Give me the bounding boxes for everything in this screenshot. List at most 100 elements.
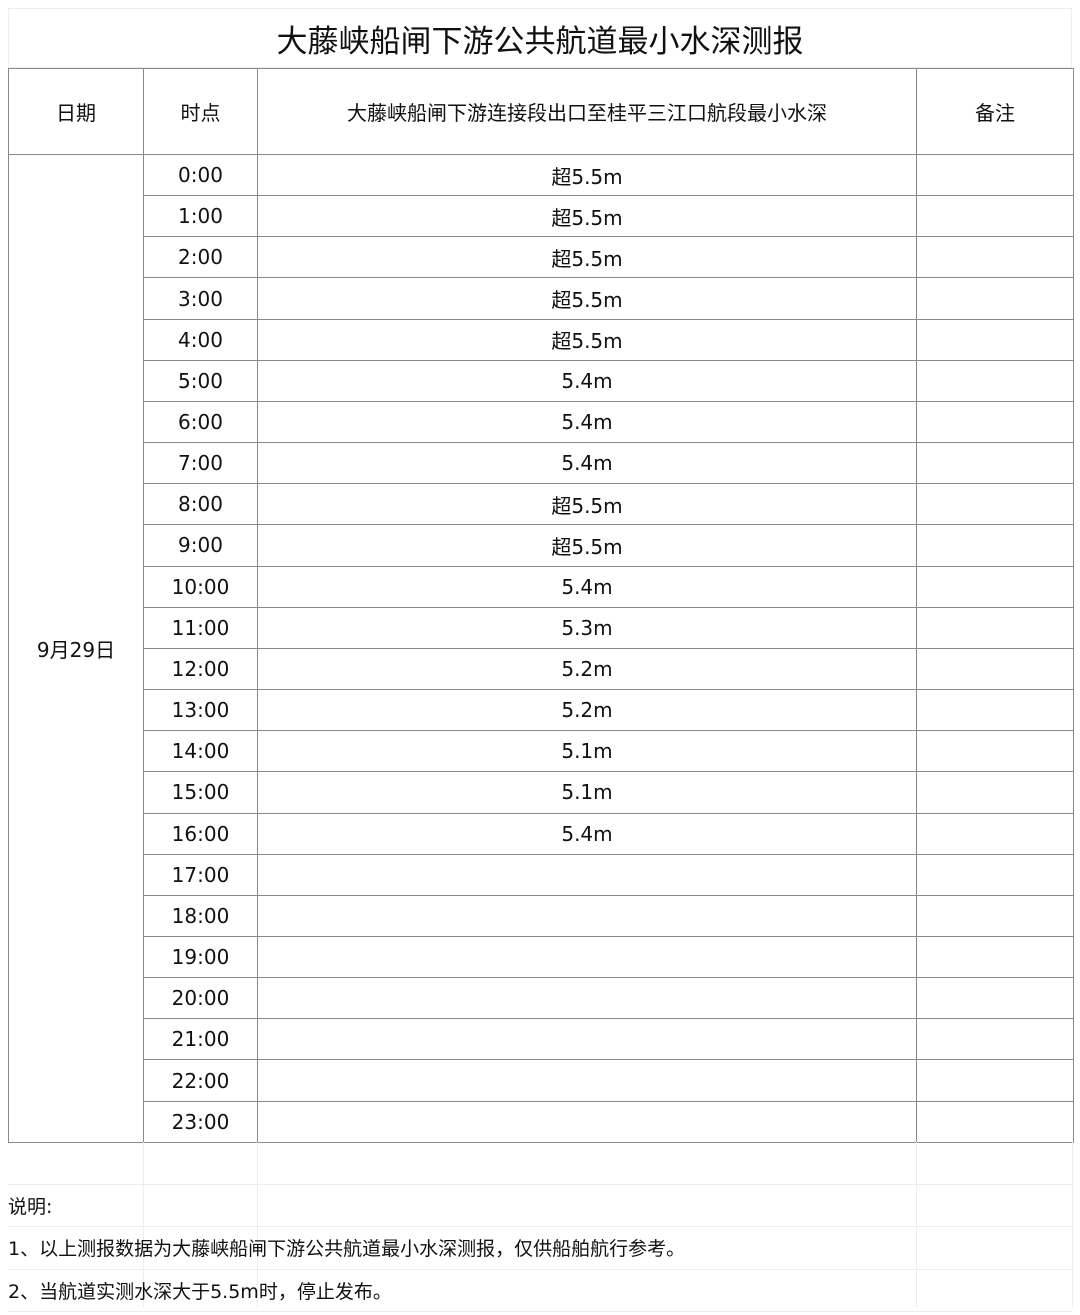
depth-table: 日期 时点 大藤峡船闸下游连接段出口至桂平三江口航段最小水深 备注 9月29日 0… [8, 68, 1074, 1143]
notes-heading: 说明: [8, 1185, 1072, 1227]
header-remark: 备注 [916, 68, 1074, 155]
depth-cell: 5.4m [257, 812, 917, 855]
time-cell: 7:00 [143, 442, 258, 485]
depth-cell [257, 1018, 917, 1061]
page-title: 大藤峡船闸下游公共航道最小水深测报 [8, 8, 1072, 68]
time-cell: 5:00 [143, 359, 258, 402]
depth-cell: 超5.5m [257, 277, 917, 320]
depth-cell: 超5.5m [257, 195, 917, 238]
time-cell: 1:00 [143, 195, 258, 238]
depth-cell [257, 894, 917, 937]
depth-cell: 超5.5m [257, 524, 917, 567]
notes: 说明: 1、以上测报数据为大藤峡船闸下游公共航道最小水深测报，仅供船舶航行参考。… [8, 1142, 1072, 1312]
remark-cell [916, 812, 1074, 855]
table-row: 11:00 5.3m [9, 606, 1074, 649]
table-row: 18:00 [9, 894, 1074, 937]
table-row: 6:00 5.4m [9, 400, 1074, 444]
depth-cell: 5.1m [257, 771, 917, 814]
remark-cell [916, 318, 1074, 361]
time-cell: 13:00 [143, 689, 258, 732]
depth-cell: 超5.5m [257, 153, 917, 197]
header-time: 时点 [143, 68, 258, 155]
time-cell: 20:00 [143, 977, 258, 1020]
time-cell: 11:00 [143, 606, 258, 649]
depth-cell [257, 1100, 917, 1143]
remark-cell [916, 277, 1074, 320]
table-row: 14:00 5.1m [9, 730, 1074, 773]
remark-cell [916, 689, 1074, 732]
depth-cell: 超5.5m [257, 318, 917, 361]
time-cell: 9:00 [143, 524, 258, 567]
table-row: 5:00 5.4m [9, 359, 1074, 402]
remark-cell [916, 442, 1074, 485]
time-cell: 21:00 [143, 1018, 258, 1061]
table-row: 1:00 超5.5m [9, 195, 1074, 238]
time-cell: 2:00 [143, 236, 258, 279]
depth-cell: 5.2m [257, 647, 917, 691]
time-cell: 3:00 [143, 277, 258, 320]
depth-cell: 超5.5m [257, 483, 917, 526]
remark-cell [916, 1018, 1074, 1061]
depth-cell [257, 977, 917, 1020]
table-row: 16:00 5.4m [9, 812, 1074, 855]
table-row: 15:00 5.1m [9, 771, 1074, 814]
time-cell: 0:00 [143, 153, 258, 197]
table-row: 4:00 超5.5m [9, 318, 1074, 361]
header-date: 日期 [8, 68, 144, 155]
remark-cell [916, 359, 1074, 402]
table-row: 8:00 超5.5m [9, 483, 1074, 526]
depth-cell: 5.4m [257, 359, 917, 402]
table-row: 17:00 [9, 853, 1074, 896]
remark-cell [916, 153, 1074, 197]
remark-cell [916, 771, 1074, 814]
remark-cell [916, 524, 1074, 567]
remark-cell [916, 195, 1074, 238]
grid-line [143, 1142, 144, 1308]
note-item: 1、以上测报数据为大藤峡船闸下游公共航道最小水深测报，仅供船舶航行参考。 [8, 1227, 1072, 1270]
table-row: 7:00 5.4m [9, 442, 1074, 485]
table-row: 21:00 [9, 1018, 1074, 1061]
time-cell: 15:00 [143, 771, 258, 814]
grid-line [257, 1142, 258, 1308]
empty-row [8, 1142, 1072, 1185]
depth-cell: 5.4m [257, 565, 917, 608]
depth-cell [257, 853, 917, 896]
depth-cell: 5.2m [257, 689, 917, 732]
table-row: 9月29日 0:00 超5.5m [8, 153, 1074, 1143]
time-cell: 4:00 [143, 318, 258, 361]
time-cell: 10:00 [143, 565, 258, 608]
remark-cell [916, 483, 1074, 526]
remark-cell [916, 647, 1074, 691]
remark-cell [916, 400, 1074, 444]
time-cell: 14:00 [143, 730, 258, 773]
remark-cell [916, 730, 1074, 773]
time-cell: 8:00 [143, 483, 258, 526]
grid-line [916, 1142, 917, 1308]
depth-cell: 超5.5m [257, 236, 917, 279]
remark-cell [916, 977, 1074, 1020]
table-row: 3:00 超5.5m [9, 277, 1074, 320]
depth-cell: 5.4m [257, 442, 917, 485]
table-row: 23:00 [9, 1100, 1074, 1143]
time-cell: 18:00 [143, 894, 258, 937]
remark-cell [916, 1100, 1074, 1143]
table-row: 9:00 超5.5m [9, 524, 1074, 567]
depth-cell: 5.3m [257, 606, 917, 649]
time-cell: 17:00 [143, 853, 258, 896]
date-cell: 9月29日 [8, 154, 144, 1143]
time-cell: 6:00 [143, 400, 258, 444]
table-row: 20:00 [9, 977, 1074, 1020]
remark-cell [916, 1059, 1074, 1102]
header-depth: 大藤峡船闸下游连接段出口至桂平三江口航段最小水深 [257, 68, 917, 155]
time-cell: 16:00 [143, 812, 258, 855]
remark-cell [916, 606, 1074, 649]
remark-cell [916, 894, 1074, 937]
grid-line [1072, 1142, 1073, 1308]
remark-cell [916, 935, 1074, 979]
table-row: 22:00 [9, 1059, 1074, 1102]
depth-cell [257, 935, 917, 979]
remark-cell [916, 565, 1074, 608]
table-row: 12:00 5.2m [9, 647, 1074, 691]
remark-cell [916, 236, 1074, 279]
time-cell: 23:00 [143, 1100, 258, 1143]
